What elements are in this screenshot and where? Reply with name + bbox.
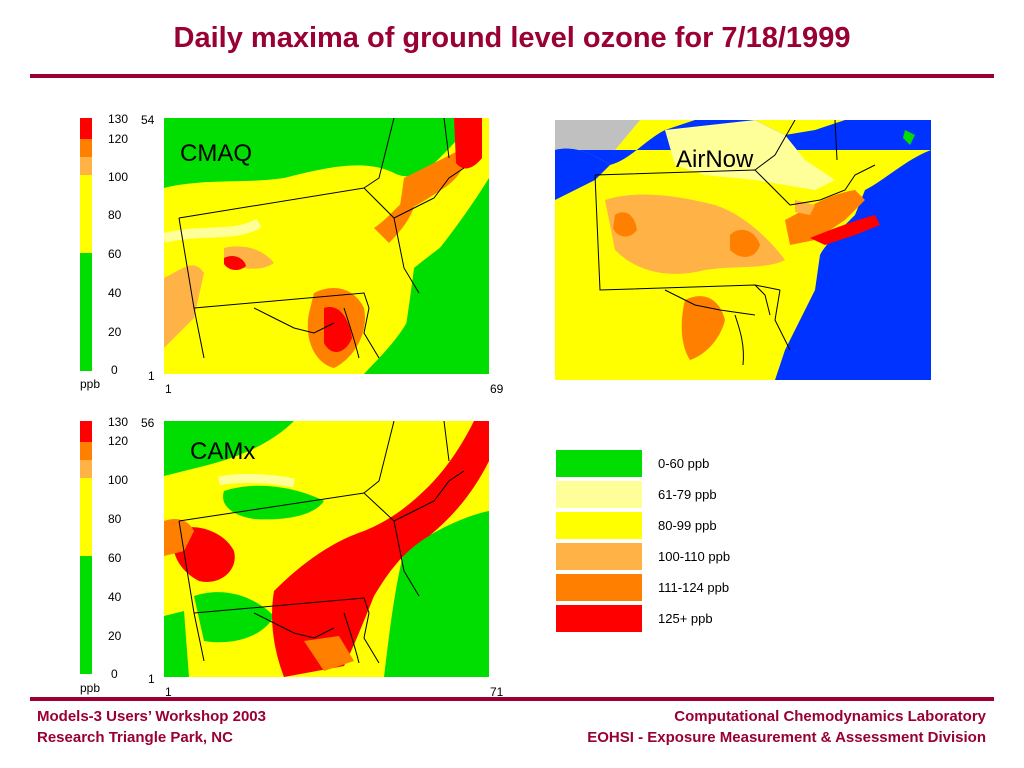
footer-workshop: Models-3 Users’ Workshop 2003 [37, 708, 266, 725]
cmaq-colorbar [80, 118, 92, 371]
camx-x-left: 1 [165, 685, 172, 699]
legend-label: 111-124 ppb [658, 580, 730, 595]
camx-y-bottom: 1 [148, 672, 155, 686]
camx-colorbar-tick: 0 [111, 667, 118, 681]
camx-colorbar-tick: 120 [108, 434, 129, 448]
cmaq-colorbar-tick: 100 [108, 170, 129, 184]
camx-colorbar [80, 421, 92, 674]
legend-label: 80-99 ppb [658, 518, 717, 533]
camx-colorbar-tick: 130 [108, 415, 129, 429]
airnow-map-label: AirNow [676, 146, 754, 173]
legend-swatch [556, 450, 642, 477]
camx-colorbar-tick: 60 [108, 551, 122, 565]
cmaq-y-bottom: 1 [148, 369, 155, 383]
camx-colorbar-tick: 100 [108, 473, 129, 487]
legend-label: 100-110 ppb [658, 549, 731, 564]
legend-label: 125+ ppb [658, 611, 713, 626]
cmaq-map-label: CMAQ [180, 140, 252, 167]
cmaq-colorbar-tick: 130 [108, 112, 129, 126]
footer-location: Research Triangle Park, NC [37, 729, 233, 746]
cmaq-colorbar-tick: 80 [108, 208, 122, 222]
legend-swatch [556, 574, 642, 601]
footer-left: Models-3 Users’ Workshop 2003 Research T… [37, 706, 266, 748]
legend-label: 61-79 ppb [658, 487, 717, 502]
slide-title: Daily maxima of ground level ozone for 7… [173, 22, 851, 54]
legend-label: 0-60 ppb [658, 456, 710, 471]
camx-map [164, 421, 489, 677]
camx-y-top: 56 [141, 416, 155, 430]
cmaq-x-left: 1 [165, 382, 172, 396]
cmaq-colorbar-tick: 20 [108, 325, 122, 339]
camx-colorbar-unit: ppb [80, 681, 101, 695]
cmaq-colorbar-tick: 60 [108, 247, 122, 261]
cmaq-colorbar-tick: 40 [108, 286, 122, 300]
camx-colorbar-tick: 40 [108, 590, 122, 604]
legend-swatch [556, 543, 642, 570]
airnow-map [555, 120, 931, 380]
camx-colorbar-tick: 20 [108, 629, 122, 643]
legend-swatch [556, 481, 642, 508]
cmaq-colorbar-tick: 120 [108, 132, 129, 146]
cmaq-x-right: 69 [490, 382, 504, 396]
footer-lab: Computational Chemodynamics Laboratory [674, 708, 986, 725]
footer-division: EOHSI - Exposure Measurement & Assessmen… [587, 729, 986, 746]
camx-colorbar-tick: 80 [108, 512, 122, 526]
legend-swatch [556, 512, 642, 539]
cmaq-y-top: 54 [141, 113, 155, 127]
cmaq-colorbar-tick: 0 [111, 363, 118, 377]
cmaq-map [164, 118, 489, 374]
top-divider [30, 74, 994, 78]
camx-x-right: 71 [490, 685, 504, 699]
cmaq-colorbar-unit: ppb [80, 377, 101, 391]
footer-right: Computational Chemodynamics Laboratory E… [587, 706, 986, 748]
bottom-divider [30, 697, 994, 701]
legend-swatch [556, 605, 642, 632]
camx-map-label: CAMx [190, 438, 256, 465]
